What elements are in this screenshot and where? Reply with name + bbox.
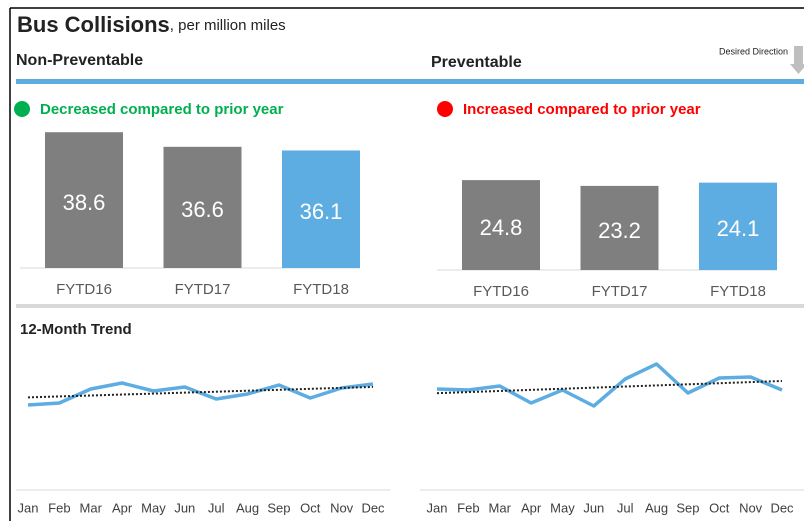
header-rule <box>16 79 804 84</box>
x-tick-label: May <box>141 500 166 515</box>
bar-value-label: 24.8 <box>480 215 523 240</box>
x-tick-label: May <box>550 500 575 515</box>
x-tick-label: Feb <box>457 500 479 515</box>
x-tick-label: Dec <box>361 500 385 515</box>
x-tick-label: Jun <box>583 500 604 515</box>
bar <box>462 180 540 270</box>
x-tick-label: Feb <box>48 500 70 515</box>
x-tick-label: Nov <box>330 500 354 515</box>
category-label: FYTD18 <box>710 283 766 300</box>
x-tick-label: Oct <box>709 500 730 515</box>
bar-value-label: 36.1 <box>300 199 343 224</box>
bar-value-label: 24.1 <box>717 216 760 241</box>
x-tick-label: Jan <box>18 500 39 515</box>
regression-line <box>27 385 374 399</box>
trend-line <box>436 362 783 408</box>
x-tick-label: Oct <box>300 500 321 515</box>
title: Bus Collisions, per million miles <box>17 12 286 37</box>
title-main: Bus Collisions <box>17 12 170 37</box>
regression-line <box>436 379 783 395</box>
bar-value-label: 36.6 <box>181 197 224 222</box>
x-tick-label: Mar <box>489 500 512 515</box>
x-tick-label: Mar <box>80 500 103 515</box>
x-tick-label: Dec <box>770 500 794 515</box>
category-label: FYTD16 <box>473 283 529 300</box>
x-tick-label: Sep <box>267 500 290 515</box>
status-text: Decreased compared to prior year <box>40 101 284 118</box>
trend-title: 12-Month Trend <box>20 321 132 338</box>
bar <box>45 132 123 268</box>
section-title: Preventable <box>431 54 522 71</box>
x-tick-label: Jul <box>617 500 634 515</box>
bar <box>163 146 242 268</box>
bar <box>580 185 659 270</box>
section-separator <box>16 304 804 308</box>
bar <box>282 150 360 268</box>
status-dot <box>14 101 30 117</box>
x-tick-label: Apr <box>112 500 133 515</box>
category-label: FYTD17 <box>592 283 648 300</box>
x-tick-label: Apr <box>521 500 542 515</box>
x-tick-label: Jul <box>208 500 225 515</box>
x-tick-label: Jun <box>174 500 195 515</box>
bar-value-label: 23.2 <box>598 218 641 243</box>
category-label: FYTD18 <box>293 281 349 298</box>
category-label: FYTD16 <box>56 281 112 298</box>
x-tick-label: Nov <box>739 500 763 515</box>
section-title: Non-Preventable <box>16 52 143 69</box>
x-tick-label: Sep <box>676 500 699 515</box>
trend-line <box>27 381 374 407</box>
x-tick-label: Aug <box>236 500 259 515</box>
subtitle: , per million miles <box>170 17 286 34</box>
status-dot <box>437 101 453 117</box>
desired-direction: Desired Direction <box>719 46 788 56</box>
status-text: Increased compared to prior year <box>463 101 701 118</box>
bar <box>699 182 777 270</box>
direction-arrow <box>790 46 804 74</box>
x-tick-label: Jan <box>427 500 448 515</box>
bar-value-label: 38.6 <box>63 190 106 215</box>
category-label: FYTD17 <box>175 281 231 298</box>
x-tick-label: Aug <box>645 500 668 515</box>
